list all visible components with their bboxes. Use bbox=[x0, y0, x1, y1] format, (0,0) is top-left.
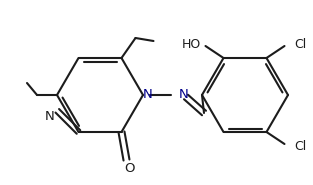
Text: N: N bbox=[44, 110, 54, 123]
Text: Cl: Cl bbox=[295, 38, 307, 51]
Text: Cl: Cl bbox=[295, 139, 307, 152]
Text: O: O bbox=[124, 162, 135, 176]
Text: N: N bbox=[143, 88, 153, 100]
Text: HO: HO bbox=[182, 38, 201, 51]
Text: N: N bbox=[179, 88, 189, 100]
